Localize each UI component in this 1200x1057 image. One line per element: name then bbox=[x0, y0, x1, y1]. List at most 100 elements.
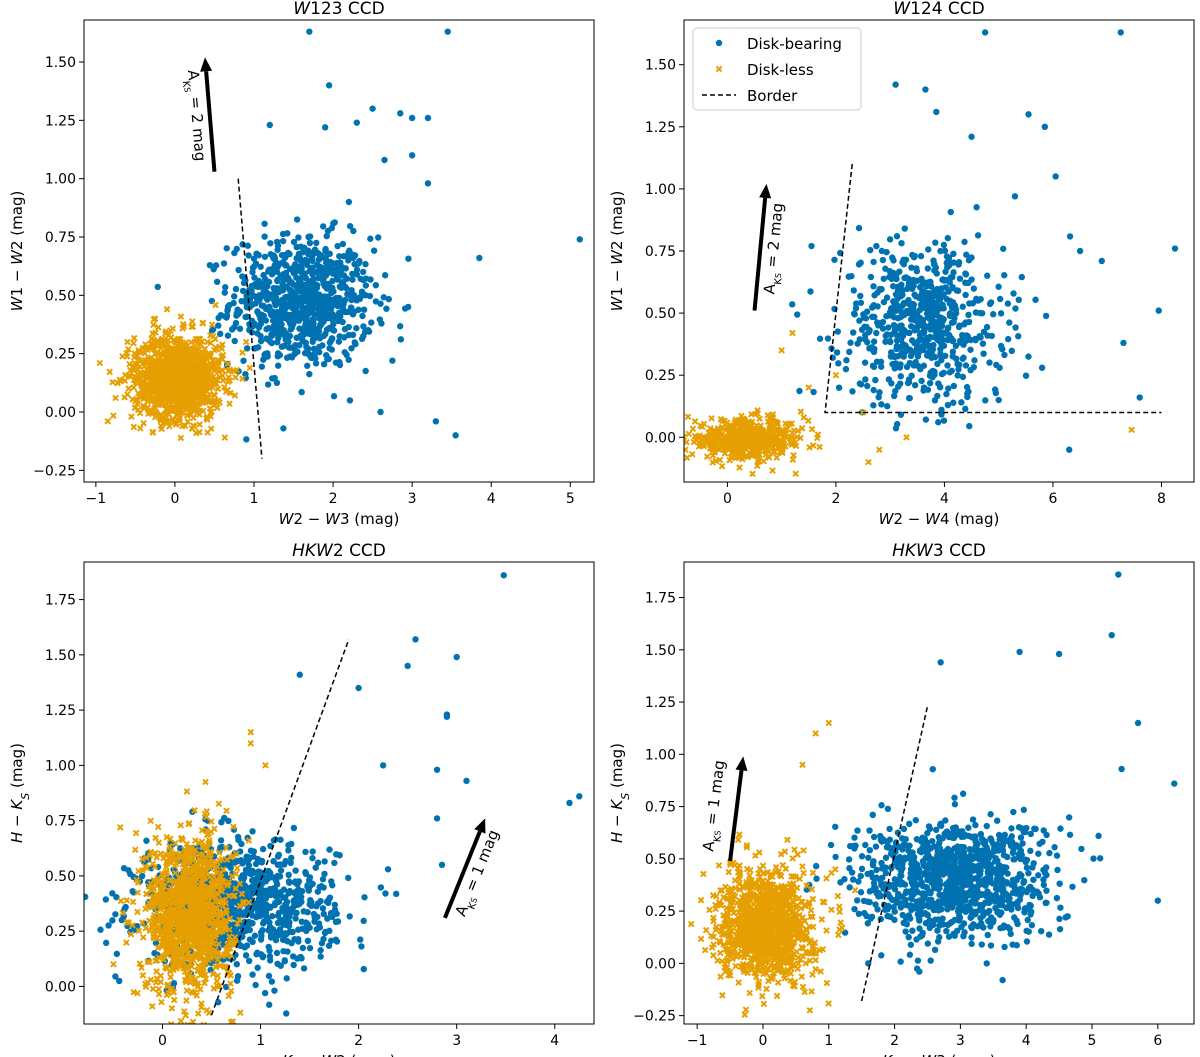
disk-bearing-point bbox=[927, 290, 935, 297]
disk-bearing-point bbox=[911, 291, 918, 298]
disk-bearing-point bbox=[269, 912, 276, 920]
y-tick-label: 0.00 bbox=[645, 430, 676, 446]
disk-bearing-point bbox=[356, 295, 364, 303]
disk-less-point bbox=[187, 339, 195, 346]
disk-bearing-point bbox=[231, 249, 238, 257]
disk-bearing-point bbox=[1012, 324, 1019, 331]
disk-bearing-point bbox=[271, 289, 278, 296]
axes-frame bbox=[83, 19, 595, 483]
disk-bearing-point bbox=[950, 259, 957, 266]
disk-bearing-point bbox=[879, 256, 887, 264]
x-tick-label: −1 bbox=[86, 491, 107, 507]
disk-bearing-point bbox=[910, 312, 918, 320]
disk-bearing-point bbox=[325, 304, 333, 311]
disk-bearing-point bbox=[247, 847, 255, 854]
disk-bearing-point bbox=[310, 345, 318, 353]
disk-bearing-point bbox=[307, 896, 314, 904]
disk-bearing-point bbox=[794, 311, 801, 318]
disk-less-point bbox=[182, 356, 190, 364]
disk-bearing-point bbox=[295, 317, 303, 324]
disk-less-point bbox=[140, 381, 147, 388]
disk-bearing-point bbox=[377, 408, 384, 416]
disk-bearing-point bbox=[953, 287, 960, 294]
disk-bearing-point bbox=[264, 916, 271, 923]
disk-bearing-point bbox=[1006, 319, 1013, 326]
y-tick-label: 1.00 bbox=[45, 172, 76, 188]
disk-bearing-point bbox=[320, 361, 328, 368]
disk-bearing-point bbox=[890, 283, 897, 290]
disk-bearing-point bbox=[1171, 245, 1179, 252]
disk-bearing-point bbox=[934, 319, 941, 326]
disk-less-point bbox=[700, 433, 707, 441]
disk-less-point bbox=[205, 352, 213, 360]
disk-bearing-point bbox=[1022, 372, 1030, 379]
disk-bearing-point bbox=[336, 253, 343, 260]
disk-bearing-point bbox=[258, 311, 265, 318]
disk-less-point bbox=[157, 361, 165, 369]
disk-bearing-point bbox=[274, 242, 282, 249]
disk-bearing-point bbox=[900, 300, 907, 308]
disk-less-point bbox=[186, 358, 194, 366]
disk-bearing-point bbox=[282, 314, 289, 322]
disk-bearing-point bbox=[918, 278, 926, 286]
disk-bearing-point bbox=[245, 957, 253, 965]
disk-bearing-point bbox=[344, 308, 351, 316]
disk-less-point bbox=[809, 442, 817, 449]
disk-bearing-point bbox=[867, 246, 874, 254]
disk-less-point bbox=[193, 409, 201, 417]
disk-bearing-point bbox=[265, 972, 273, 980]
disk-bearing-point bbox=[345, 356, 352, 363]
disk-less-point bbox=[684, 413, 692, 421]
disk-bearing-point bbox=[873, 242, 880, 250]
disk-bearing-point bbox=[997, 342, 1005, 350]
disk-bearing-point bbox=[336, 333, 343, 340]
disk-bearing-point bbox=[893, 233, 901, 240]
disk-bearing-point bbox=[314, 269, 321, 276]
disk-bearing-point bbox=[309, 880, 316, 888]
disk-bearing-point bbox=[940, 241, 948, 249]
disk-bearing-point bbox=[816, 335, 824, 342]
disk-less-point bbox=[204, 429, 211, 436]
disk-bearing-point bbox=[938, 357, 945, 364]
disk-bearing-point bbox=[266, 121, 274, 129]
disk-less-point bbox=[148, 358, 156, 366]
disk-bearing-point bbox=[1004, 300, 1012, 307]
disk-less-point bbox=[777, 430, 785, 437]
disk-bearing-point bbox=[893, 275, 900, 283]
disk-bearing-point bbox=[891, 353, 898, 361]
disk-bearing-point bbox=[245, 918, 253, 926]
disk-less-point bbox=[684, 433, 688, 441]
disk-bearing-point bbox=[949, 348, 957, 355]
disk-bearing-point bbox=[290, 961, 297, 969]
disk-bearing-point bbox=[866, 327, 873, 334]
disk-less-point bbox=[754, 462, 761, 470]
disk-bearing-point bbox=[206, 261, 214, 269]
disk-bearing-point bbox=[842, 365, 850, 373]
disk-bearing-point bbox=[319, 876, 327, 883]
disk-bearing-point bbox=[944, 401, 952, 409]
disk-less-point bbox=[187, 410, 194, 417]
disk-bearing-point bbox=[283, 975, 290, 982]
disk-bearing-point bbox=[930, 257, 937, 264]
disk-less-point bbox=[751, 424, 759, 431]
disk-less-point bbox=[140, 419, 147, 427]
disk-less-point bbox=[792, 470, 799, 478]
disk-less-point bbox=[123, 353, 131, 360]
disk-less-point bbox=[196, 421, 203, 428]
disk-less-point bbox=[738, 412, 745, 420]
disk-bearing-point bbox=[296, 298, 304, 305]
disk-less-point bbox=[756, 415, 763, 423]
disk-bearing-point bbox=[367, 235, 374, 242]
disk-bearing-point bbox=[129, 888, 136, 895]
disk-bearing-point bbox=[309, 330, 317, 338]
disk-bearing-point bbox=[869, 362, 877, 370]
disk-bearing-point bbox=[892, 360, 900, 367]
disk-less-point bbox=[148, 377, 156, 384]
disk-bearing-point bbox=[249, 301, 256, 308]
disk-less-point bbox=[150, 321, 157, 329]
disk-bearing-point bbox=[309, 854, 316, 862]
disk-bearing-point bbox=[257, 951, 265, 958]
disk-bearing-point bbox=[223, 245, 230, 252]
disk-bearing-point bbox=[933, 108, 940, 116]
disk-bearing-point bbox=[901, 225, 908, 232]
